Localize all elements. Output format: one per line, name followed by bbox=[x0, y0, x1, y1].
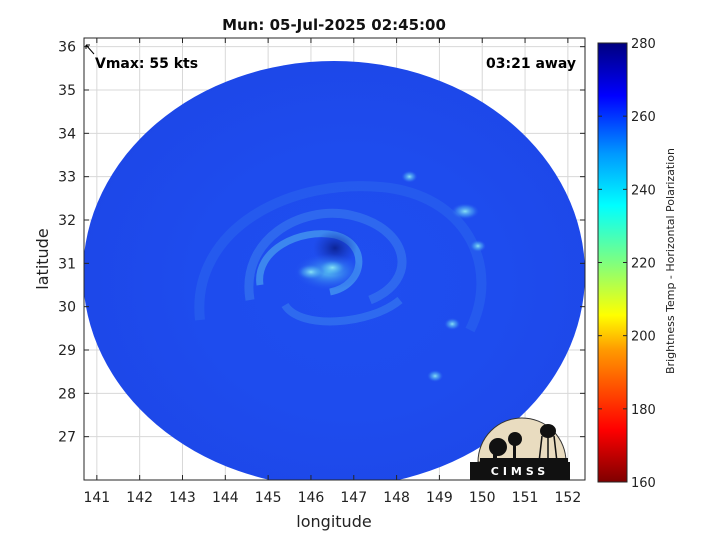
logo-water-tower-legs bbox=[538, 435, 558, 463]
axes-frame bbox=[83, 37, 586, 481]
microwave-swath bbox=[84, 61, 585, 480]
x-axis-label: longitude bbox=[296, 512, 371, 531]
logo-ground bbox=[480, 458, 568, 462]
logo-water-tower-icon bbox=[540, 424, 556, 438]
x-tick-label: 150 bbox=[469, 490, 496, 506]
convective-feature bbox=[427, 370, 444, 382]
x-tick-label: 143 bbox=[169, 490, 196, 506]
x-tick-label: 145 bbox=[255, 490, 282, 506]
time-away-label: 03:21 away bbox=[486, 56, 576, 72]
x-tick-label: 152 bbox=[555, 490, 582, 506]
cimss-logo: CIMSS bbox=[470, 417, 570, 480]
colorbar-tick-label: 280 bbox=[631, 37, 656, 52]
x-tick-label: 146 bbox=[298, 490, 325, 506]
plot-title: Mun: 05-Jul-2025 02:45:00 bbox=[222, 16, 446, 34]
spiral-band bbox=[194, 181, 487, 333]
x-tick-label: 141 bbox=[83, 490, 110, 506]
y-tick-label: 35 bbox=[58, 83, 76, 99]
colorbar-tick-label: 240 bbox=[631, 183, 656, 198]
y-tick-label: 33 bbox=[58, 170, 76, 186]
logo-banner bbox=[470, 462, 570, 480]
convective-features bbox=[294, 170, 486, 382]
convective-feature bbox=[296, 264, 325, 280]
y-tick-label: 31 bbox=[58, 256, 76, 272]
y-tick-label: 32 bbox=[58, 213, 76, 229]
spiral-band bbox=[281, 296, 403, 326]
convective-feature bbox=[444, 318, 461, 330]
colorbar-tick-label: 260 bbox=[631, 110, 656, 125]
logo-dish-icon bbox=[508, 432, 522, 446]
convective-feature bbox=[469, 240, 486, 252]
logo-dish-icon bbox=[489, 438, 507, 456]
colorbar bbox=[597, 42, 628, 483]
y-tick-label: 34 bbox=[58, 126, 76, 142]
y-tick-label: 29 bbox=[58, 343, 76, 359]
y-tick-label: 30 bbox=[58, 300, 76, 316]
corner-arrow-icon bbox=[85, 44, 95, 55]
colorbar-tick-label: 160 bbox=[631, 476, 656, 491]
logo-dish-stand bbox=[513, 444, 516, 462]
x-tick-label: 147 bbox=[340, 490, 367, 506]
colorbar-tick-label: 220 bbox=[631, 257, 656, 272]
vmax-label: Vmax: 55 kts bbox=[95, 56, 198, 72]
x-tick-label: 149 bbox=[426, 490, 453, 506]
spiral-band bbox=[244, 208, 407, 305]
colorbar-ticks: 160 180 200 220 240 260 280 bbox=[598, 37, 656, 491]
y-tick-label: 28 bbox=[58, 386, 76, 402]
colorbar-tick-label: 200 bbox=[631, 330, 656, 345]
x-tick-label: 144 bbox=[212, 490, 239, 506]
y-axis-label: latitude bbox=[33, 228, 52, 289]
colorbar-label: Brightness Temp - Horizontal Polarizatio… bbox=[664, 148, 677, 374]
convective-feature bbox=[318, 259, 347, 276]
convective-feature bbox=[401, 170, 418, 183]
y-tick-label: 27 bbox=[58, 430, 76, 446]
x-tick-label: 142 bbox=[126, 490, 153, 506]
y-tick-label: 36 bbox=[58, 40, 76, 56]
logo-dish-stand bbox=[493, 452, 497, 462]
logo-text: CIMSS bbox=[491, 465, 549, 478]
x-tick-label: 148 bbox=[383, 490, 410, 506]
convective-feature bbox=[451, 203, 480, 220]
colorbar-tick-label: 180 bbox=[631, 403, 656, 418]
axis-ticks: 141 142 143 144 145 146 147 148 149 150 151 152 27 28… bbox=[58, 38, 585, 506]
x-tick-label: 151 bbox=[512, 490, 539, 506]
